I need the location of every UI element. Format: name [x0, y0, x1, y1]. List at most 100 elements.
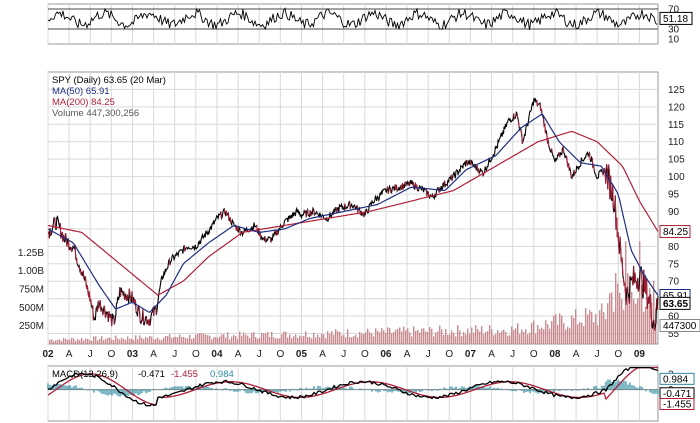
x-tick-label: O: [276, 349, 284, 360]
volume-bar: [555, 314, 557, 344]
volume-bar: [207, 335, 209, 344]
volume-bar: [73, 338, 75, 344]
volume-bar: [241, 335, 243, 344]
volume-bar: [507, 335, 509, 344]
volume-bar: [415, 331, 417, 344]
price-value-box: [659, 296, 691, 310]
volume-bar: [87, 338, 89, 344]
volume-bar: [181, 337, 183, 344]
volume-bar: [547, 324, 549, 344]
volume-bar: [337, 331, 339, 344]
price-tick-label: 55: [668, 329, 680, 340]
x-tick-label: 06: [380, 349, 392, 360]
macd-line: [47, 366, 659, 407]
volume-bar: [383, 330, 385, 344]
volume-bar: [413, 326, 415, 344]
volume-bar: [249, 338, 251, 344]
volume-bar: [211, 339, 213, 344]
volume-bar: [375, 328, 377, 344]
volume-bar: [253, 331, 255, 344]
volume-bar: [79, 340, 81, 344]
macd-value-box-label: 0.984: [663, 374, 688, 385]
rsi-tick-label: 70: [668, 5, 680, 16]
volume-bar: [251, 332, 253, 344]
volume-bar: [367, 328, 369, 344]
volume-bar: [179, 334, 181, 344]
volume-bar: [199, 333, 201, 344]
volume-bar: [81, 338, 83, 344]
volume-bar: [151, 336, 153, 344]
price-tick-label: 80: [668, 242, 680, 253]
volume-bar: [477, 329, 479, 344]
volume-bar: [591, 311, 593, 344]
volume-bar: [339, 331, 341, 344]
x-tick-label: O: [530, 349, 538, 360]
volume-bar: [603, 312, 605, 344]
volume-bar: [219, 336, 221, 344]
volume-bar: [569, 328, 571, 344]
volume-bar: [529, 332, 531, 344]
volume-bar: [377, 330, 379, 344]
macd-label: MACD(12,26,9): [52, 369, 118, 380]
volume-bar: [333, 334, 335, 344]
volume-bar: [261, 333, 263, 344]
volume-bar: [217, 338, 219, 344]
volume-bar: [543, 329, 545, 344]
rsi-tick-label: 30: [668, 25, 680, 36]
volume-bar: [601, 303, 603, 344]
volume-bar: [271, 332, 273, 344]
volume-bar: [563, 323, 565, 344]
volume-bar: [453, 333, 455, 344]
x-tick-label: 02: [42, 349, 54, 360]
volume-bar: [269, 337, 271, 344]
x-tick-label: 03: [127, 349, 139, 360]
price-tick-label: 120: [668, 102, 685, 113]
volume-bar: [553, 315, 555, 344]
volume-bar: [293, 336, 295, 344]
volume-bar: [147, 338, 149, 344]
volume-bar: [509, 335, 511, 344]
volume-bar: [599, 310, 601, 344]
x-tick-label: A: [319, 349, 326, 360]
volume-bar: [267, 331, 269, 344]
volume-bar: [423, 328, 425, 344]
volume-bar: [155, 338, 157, 344]
volume-bar: [129, 338, 131, 344]
price-tick-label: 60: [668, 312, 680, 323]
volume-bar: [97, 340, 99, 344]
volume-bar: [93, 336, 95, 344]
x-tick-label: O: [614, 349, 622, 360]
volume-bar: [101, 336, 103, 344]
volume-bar: [469, 333, 471, 344]
volume-bar: [465, 334, 467, 344]
volume-tick-label: 1.25B: [18, 248, 44, 259]
volume-bar: [537, 325, 539, 344]
volume-bar: [491, 329, 493, 344]
price-value-box: [659, 319, 700, 333]
volume-bar: [479, 331, 481, 344]
volume-bar: [57, 339, 59, 344]
volume-bar: [159, 339, 161, 344]
volume-bar: [379, 332, 381, 344]
volume-bar: [485, 332, 487, 344]
volume-bar: [255, 336, 257, 344]
volume-bar: [233, 334, 235, 344]
volume-bar: [295, 334, 297, 344]
volume-bar: [467, 328, 469, 344]
volume-bar: [289, 334, 291, 344]
volume-bar: [215, 337, 217, 344]
volume-bar: [239, 331, 241, 344]
volume-bar: [457, 325, 459, 344]
x-tick-label: J: [426, 349, 431, 360]
volume-bar: [481, 326, 483, 344]
price-value-label: 63.65: [663, 299, 688, 310]
volume-bar: [265, 333, 267, 344]
volume-bar: [541, 327, 543, 344]
volume-bar: [55, 340, 57, 344]
macd-legend: MACD(12,26,9) -0.471 -1.455 0.984: [52, 369, 234, 380]
volume-bar: [107, 338, 109, 344]
volume-bar: [127, 336, 129, 344]
volume-bar: [483, 334, 485, 344]
volume-bar: [459, 330, 461, 344]
volume-bar: [153, 339, 155, 344]
